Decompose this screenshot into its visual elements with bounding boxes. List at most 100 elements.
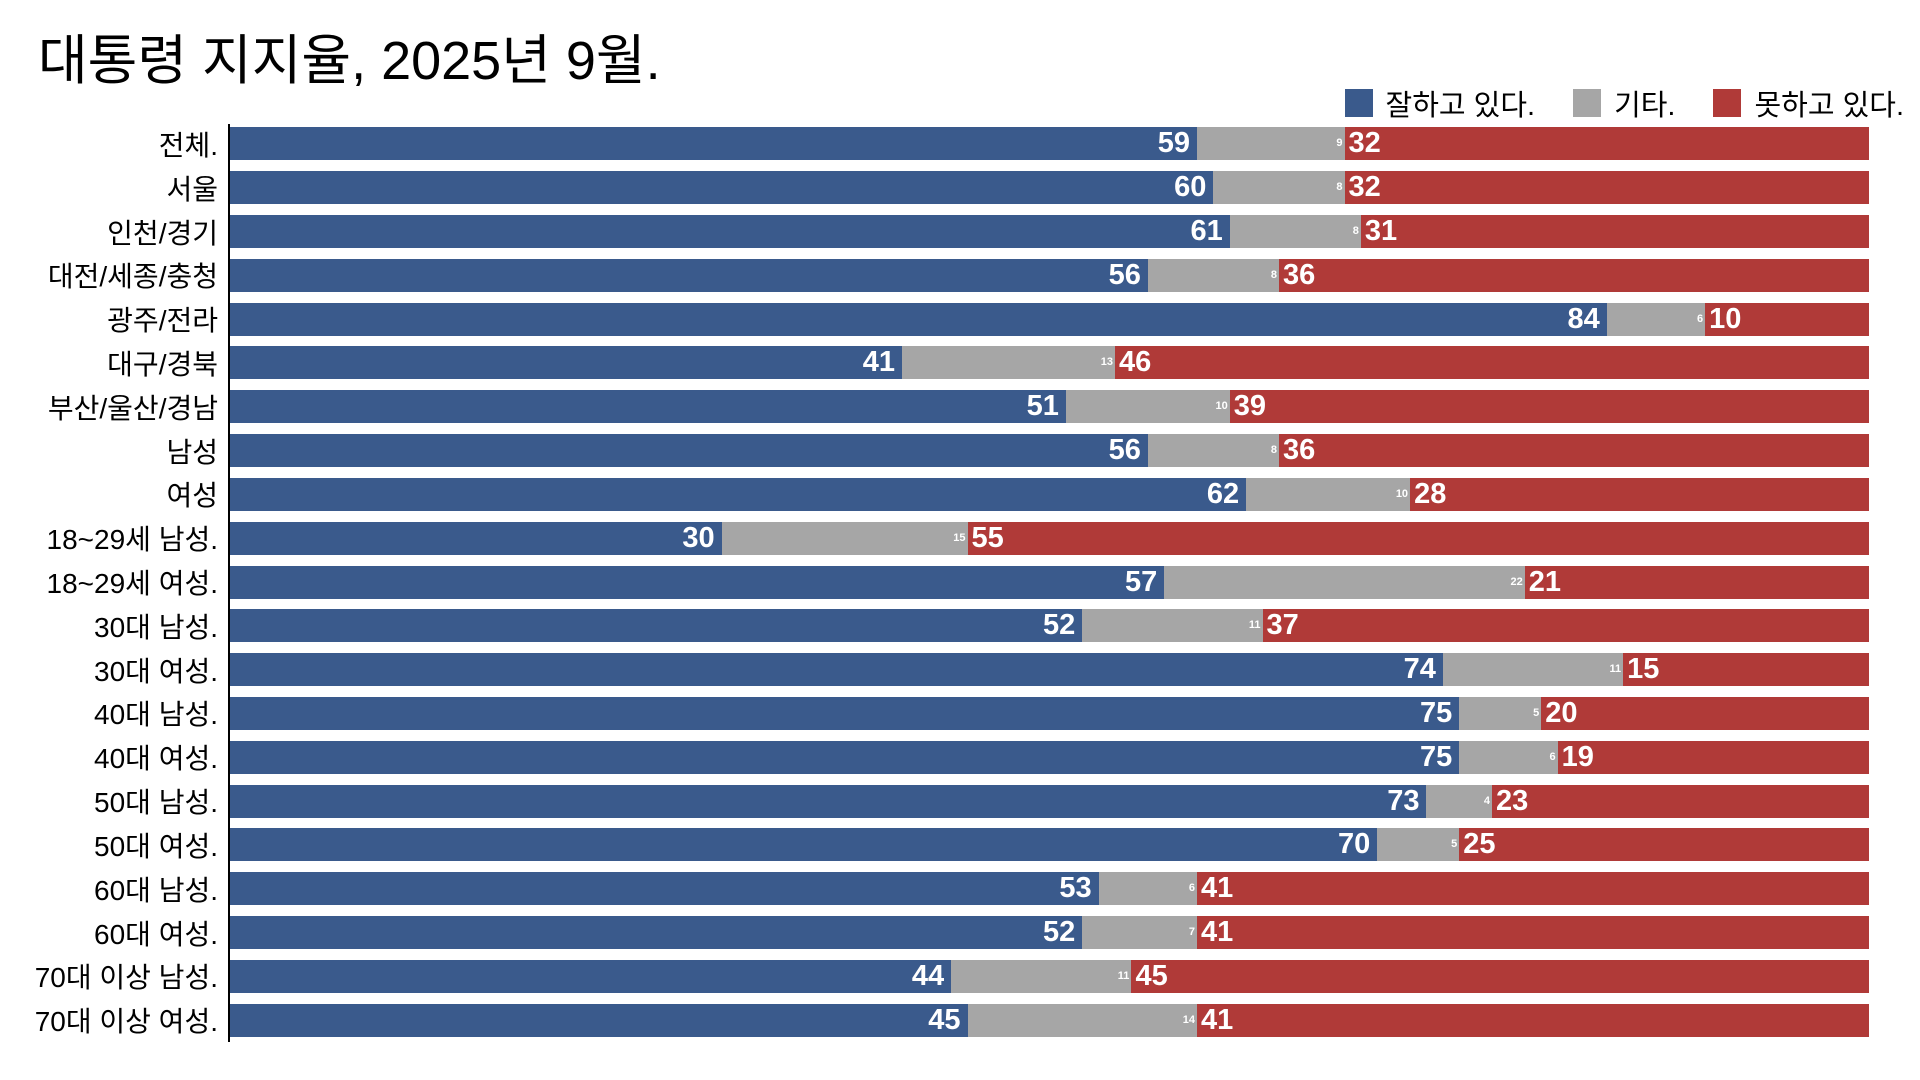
legend-label-disapprove: 못하고 있다. <box>1754 90 1904 122</box>
disapprove-value-label: 36 <box>1282 258 1316 291</box>
neutral-value-label: 13 <box>1100 356 1114 369</box>
bar-segment-disapprove: 41 <box>1197 1003 1869 1037</box>
bar-segment-approve: 56 <box>230 258 1148 292</box>
bar-segment-neutral: 8 <box>1213 171 1345 205</box>
bar-segment-disapprove: 28 <box>1410 477 1869 511</box>
category-label: 40대 남성. <box>94 699 218 731</box>
approve-value-label: 53 <box>1059 872 1092 905</box>
approve-value-label: 52 <box>1043 609 1076 642</box>
chart-row: 50대 여성. 70 5 25 <box>28 823 1869 867</box>
bar-segment-neutral: 10 <box>1246 477 1411 511</box>
bar-track: 73 4 23 <box>230 784 1869 818</box>
approve-swatch-icon <box>1344 89 1373 117</box>
bar-segment-neutral: 5 <box>1377 828 1460 862</box>
approve-value-label: 73 <box>1387 784 1420 817</box>
bar-segment-disapprove: 55 <box>967 521 1869 555</box>
chart-row: 18~29세 여성. 57 22 21 <box>28 560 1869 604</box>
stacked-bar-chart: 전체. 59 9 32 서울 60 8 32 인천/경기 61 8 31 대전/세종/충청 56 8 36 광주… <box>28 122 1869 1042</box>
chart-row: 40대 남성. 75 5 20 <box>28 692 1869 736</box>
category-label: 70대 이상 여성. <box>34 1006 218 1038</box>
legend-label-approve: 잘하고 있다. <box>1385 90 1536 122</box>
neutral-value-label: 8 <box>1352 225 1359 238</box>
category-label: 서울 <box>166 173 218 205</box>
chart-row: 대구/경북 41 13 46 <box>28 341 1869 385</box>
bar-segment-neutral: 5 <box>1459 696 1542 730</box>
approve-value-label: 75 <box>1419 696 1453 729</box>
bar-segment-neutral: 8 <box>1229 215 1361 249</box>
chart-row: 여성 62 10 28 <box>28 473 1869 517</box>
bar-segment-disapprove: 41 <box>1196 872 1869 906</box>
chart-row: 부산/울산/경남 51 10 39 <box>28 385 1869 429</box>
bar-segment-approve: 74 <box>230 653 1443 687</box>
disapprove-value-label: 31 <box>1364 215 1398 248</box>
approve-value-label: 59 <box>1157 127 1190 160</box>
disapprove-value-label: 41 <box>1200 872 1234 905</box>
chart-row: 30대 여성. 74 11 15 <box>28 648 1869 692</box>
category-label: 남성 <box>166 436 218 468</box>
category-label: 60대 여성. <box>94 918 218 950</box>
category-label: 광주/전라 <box>107 305 218 337</box>
approve-value-label: 84 <box>1567 302 1600 335</box>
bar-track: 75 5 20 <box>230 696 1869 730</box>
approve-value-label: 30 <box>682 521 715 554</box>
chart-row: 70대 이상 남성. 44 11 45 <box>28 954 1869 998</box>
legend-item-disapprove: 못하고 있다. <box>1713 82 1904 124</box>
bar-segment-disapprove: 46 <box>1115 346 1869 380</box>
bar-segment-neutral: 22 <box>1164 565 1525 599</box>
legend-item-approve: 잘하고 있다. <box>1344 82 1536 124</box>
bar-segment-disapprove: 23 <box>1492 784 1869 818</box>
bar-segment-approve: 59 <box>230 127 1197 161</box>
legend-item-neutral: 기타. <box>1573 82 1675 124</box>
bar-segment-approve: 30 <box>230 521 722 555</box>
bar-segment-approve: 53 <box>230 872 1099 906</box>
bar-segment-disapprove: 36 <box>1278 434 1869 468</box>
bar-track: 84 6 10 <box>230 302 1869 336</box>
neutral-value-label: 8 <box>1270 444 1277 457</box>
neutral-value-label: 5 <box>1533 706 1540 719</box>
approve-value-label: 56 <box>1108 258 1141 291</box>
bar-track: 75 6 19 <box>230 740 1869 774</box>
disapprove-value-label: 23 <box>1496 784 1529 817</box>
bar-track: 51 10 39 <box>230 390 1869 424</box>
bar-segment-neutral: 11 <box>951 959 1132 993</box>
disapprove-value-label: 25 <box>1463 828 1496 861</box>
bar-segment-disapprove: 32 <box>1344 127 1869 161</box>
bar-segment-disapprove: 36 <box>1278 258 1869 292</box>
disapprove-value-label: 15 <box>1627 653 1660 686</box>
neutral-value-label: 4 <box>1483 794 1491 807</box>
bar-track: 30 15 55 <box>230 521 1869 555</box>
bar-segment-disapprove: 10 <box>1705 302 1869 336</box>
bar-track: 57 22 21 <box>230 565 1869 599</box>
category-label: 여성 <box>166 480 218 512</box>
bar-segment-approve: 61 <box>230 215 1230 249</box>
bar-segment-neutral: 6 <box>1459 740 1558 774</box>
bar-segment-approve: 75 <box>230 696 1460 730</box>
neutral-value-label: 5 <box>1451 838 1458 851</box>
bar-segment-approve: 73 <box>230 784 1427 818</box>
bar-segment-disapprove: 19 <box>1557 740 1869 774</box>
bar-track: 56 8 36 <box>230 258 1869 292</box>
disapprove-swatch-icon <box>1713 89 1742 117</box>
bar-segment-approve: 41 <box>230 346 902 380</box>
disapprove-value-label: 20 <box>1545 696 1578 729</box>
bar-track: 70 5 25 <box>230 828 1869 862</box>
approve-value-label: 45 <box>928 1003 961 1036</box>
bar-segment-neutral: 6 <box>1098 872 1197 906</box>
approve-value-label: 75 <box>1419 740 1453 773</box>
bar-segment-disapprove: 37 <box>1262 609 1869 643</box>
neutral-value-label: 6 <box>1696 312 1704 325</box>
bar-segment-approve: 60 <box>230 171 1214 205</box>
category-label: 30대 여성. <box>94 655 218 687</box>
approve-value-label: 61 <box>1190 215 1223 248</box>
approve-value-label: 41 <box>862 346 895 379</box>
disapprove-value-label: 28 <box>1414 477 1447 510</box>
category-label: 50대 여성. <box>94 830 218 862</box>
neutral-value-label: 11 <box>1248 619 1261 632</box>
neutral-value-label: 7 <box>1188 926 1195 939</box>
category-label: 대전/세종/충청 <box>47 261 218 293</box>
category-label: 70대 이상 남성. <box>34 962 218 994</box>
disapprove-value-label: 21 <box>1528 565 1562 598</box>
neutral-value-label: 14 <box>1182 1013 1195 1026</box>
disapprove-value-label: 19 <box>1561 740 1594 773</box>
category-label: 40대 여성. <box>94 743 218 775</box>
